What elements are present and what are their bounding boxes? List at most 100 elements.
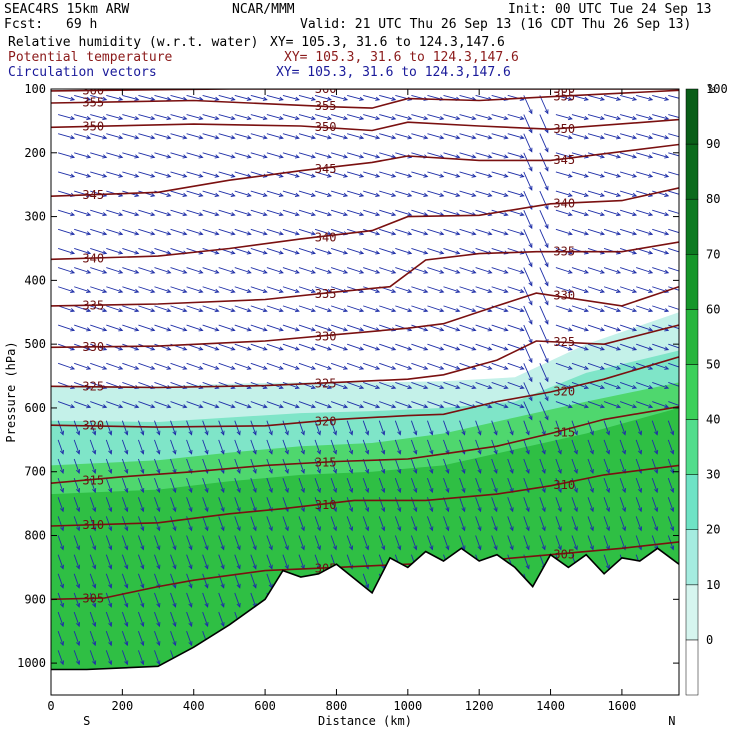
circulation-vector	[170, 286, 187, 293]
circulation-vector	[362, 477, 369, 493]
vector-head	[359, 154, 365, 159]
vector-head	[471, 231, 477, 236]
circulation-vector	[459, 420, 465, 435]
vector-head	[503, 365, 509, 370]
colorbar-label: 20	[706, 523, 720, 537]
circulation-vector	[154, 458, 160, 474]
circulation-vector	[346, 535, 353, 550]
circulation-vector	[651, 458, 658, 474]
circulation-vector	[619, 401, 637, 408]
circulation-vector	[507, 362, 524, 370]
vector-head	[278, 384, 284, 389]
vector-head	[359, 404, 365, 409]
circulation-vector	[282, 94, 300, 101]
vector-head	[439, 250, 445, 255]
vector-head	[493, 545, 498, 551]
circulation-vector	[411, 171, 428, 178]
vector-head	[327, 365, 332, 370]
vector-head	[86, 365, 92, 370]
circulation-vector	[250, 267, 267, 274]
vector-head	[397, 488, 402, 494]
vector-head	[407, 115, 413, 121]
circulation-vector	[427, 286, 444, 293]
vector-head	[359, 212, 365, 217]
vector-head	[343, 173, 349, 178]
circulation-vector	[363, 382, 380, 389]
vector-head	[92, 507, 97, 513]
vector-head	[423, 231, 429, 236]
vector-head	[525, 507, 530, 513]
vector-head	[637, 488, 643, 494]
vector-head	[182, 212, 188, 217]
circulation-vector	[73, 439, 80, 454]
y-tick-label: 500	[24, 337, 46, 351]
circulation-vector	[587, 497, 594, 512]
colorbar-segment	[685, 529, 699, 586]
circulation-vector	[330, 133, 348, 139]
vector-head	[503, 135, 509, 140]
vector-head	[471, 154, 477, 159]
vector-head	[503, 269, 509, 274]
vector-head	[648, 212, 654, 217]
vector-head	[294, 346, 300, 351]
vector-head	[166, 212, 172, 217]
vector-head	[439, 288, 445, 293]
circulation-vector	[266, 152, 283, 158]
circulation-vector	[314, 477, 321, 493]
y-axis-title: Pressure (hPa)	[4, 341, 18, 442]
circulation-vector	[170, 209, 187, 216]
theta-contour-label: 335	[82, 298, 104, 312]
circulation-vector	[587, 228, 605, 235]
circulation-vector	[459, 94, 476, 101]
vector-head	[108, 449, 113, 455]
circulation-vector	[106, 324, 123, 331]
circulation-vector	[587, 94, 605, 101]
circulation-vector	[571, 343, 589, 351]
vector-head	[343, 269, 349, 274]
circulation-vector	[218, 592, 225, 608]
vector-head	[102, 96, 108, 101]
vector-head	[407, 173, 413, 178]
vector-head	[616, 154, 622, 159]
circulation-vector	[411, 362, 428, 370]
vector-head	[365, 430, 370, 436]
circulation-vector	[202, 420, 209, 435]
circulation-vector	[298, 190, 316, 197]
colorbar-segment	[685, 474, 699, 530]
vector-head	[86, 269, 92, 274]
vector-head	[519, 212, 525, 217]
circulation-vector	[298, 516, 305, 531]
circulation-vector	[170, 401, 187, 408]
circulation-vector	[668, 228, 679, 234]
circulation-vector	[266, 458, 273, 474]
vector-head	[86, 308, 92, 313]
x-tick-label: 600	[254, 699, 276, 713]
vector-head	[236, 545, 241, 551]
vector-head	[439, 231, 445, 236]
circulation-vector	[298, 535, 305, 550]
vector-head	[632, 269, 638, 274]
vector-head	[252, 564, 257, 570]
vector-head	[134, 115, 140, 121]
vector-head	[236, 507, 241, 513]
circulation-vector	[491, 420, 498, 435]
vector-head	[348, 449, 354, 455]
vector-head	[616, 365, 622, 370]
circulation-vector	[555, 267, 573, 274]
vector-head	[680, 328, 684, 331]
vector-head	[423, 115, 429, 121]
circulation-vector	[122, 401, 139, 408]
vector-head	[124, 564, 129, 570]
colorbar-label: 80	[706, 192, 720, 206]
circulation-vector	[250, 554, 257, 569]
circulation-vector	[507, 114, 524, 120]
vector-head	[140, 468, 145, 474]
circulation-vector	[507, 497, 514, 512]
circulation-vector	[154, 554, 160, 569]
circulation-vector	[346, 516, 353, 531]
colorbar-label: 60	[706, 302, 720, 316]
circulation-vector	[668, 343, 679, 349]
vector-head	[118, 173, 124, 178]
circulation-vector	[90, 401, 107, 408]
vector-head	[680, 212, 684, 215]
